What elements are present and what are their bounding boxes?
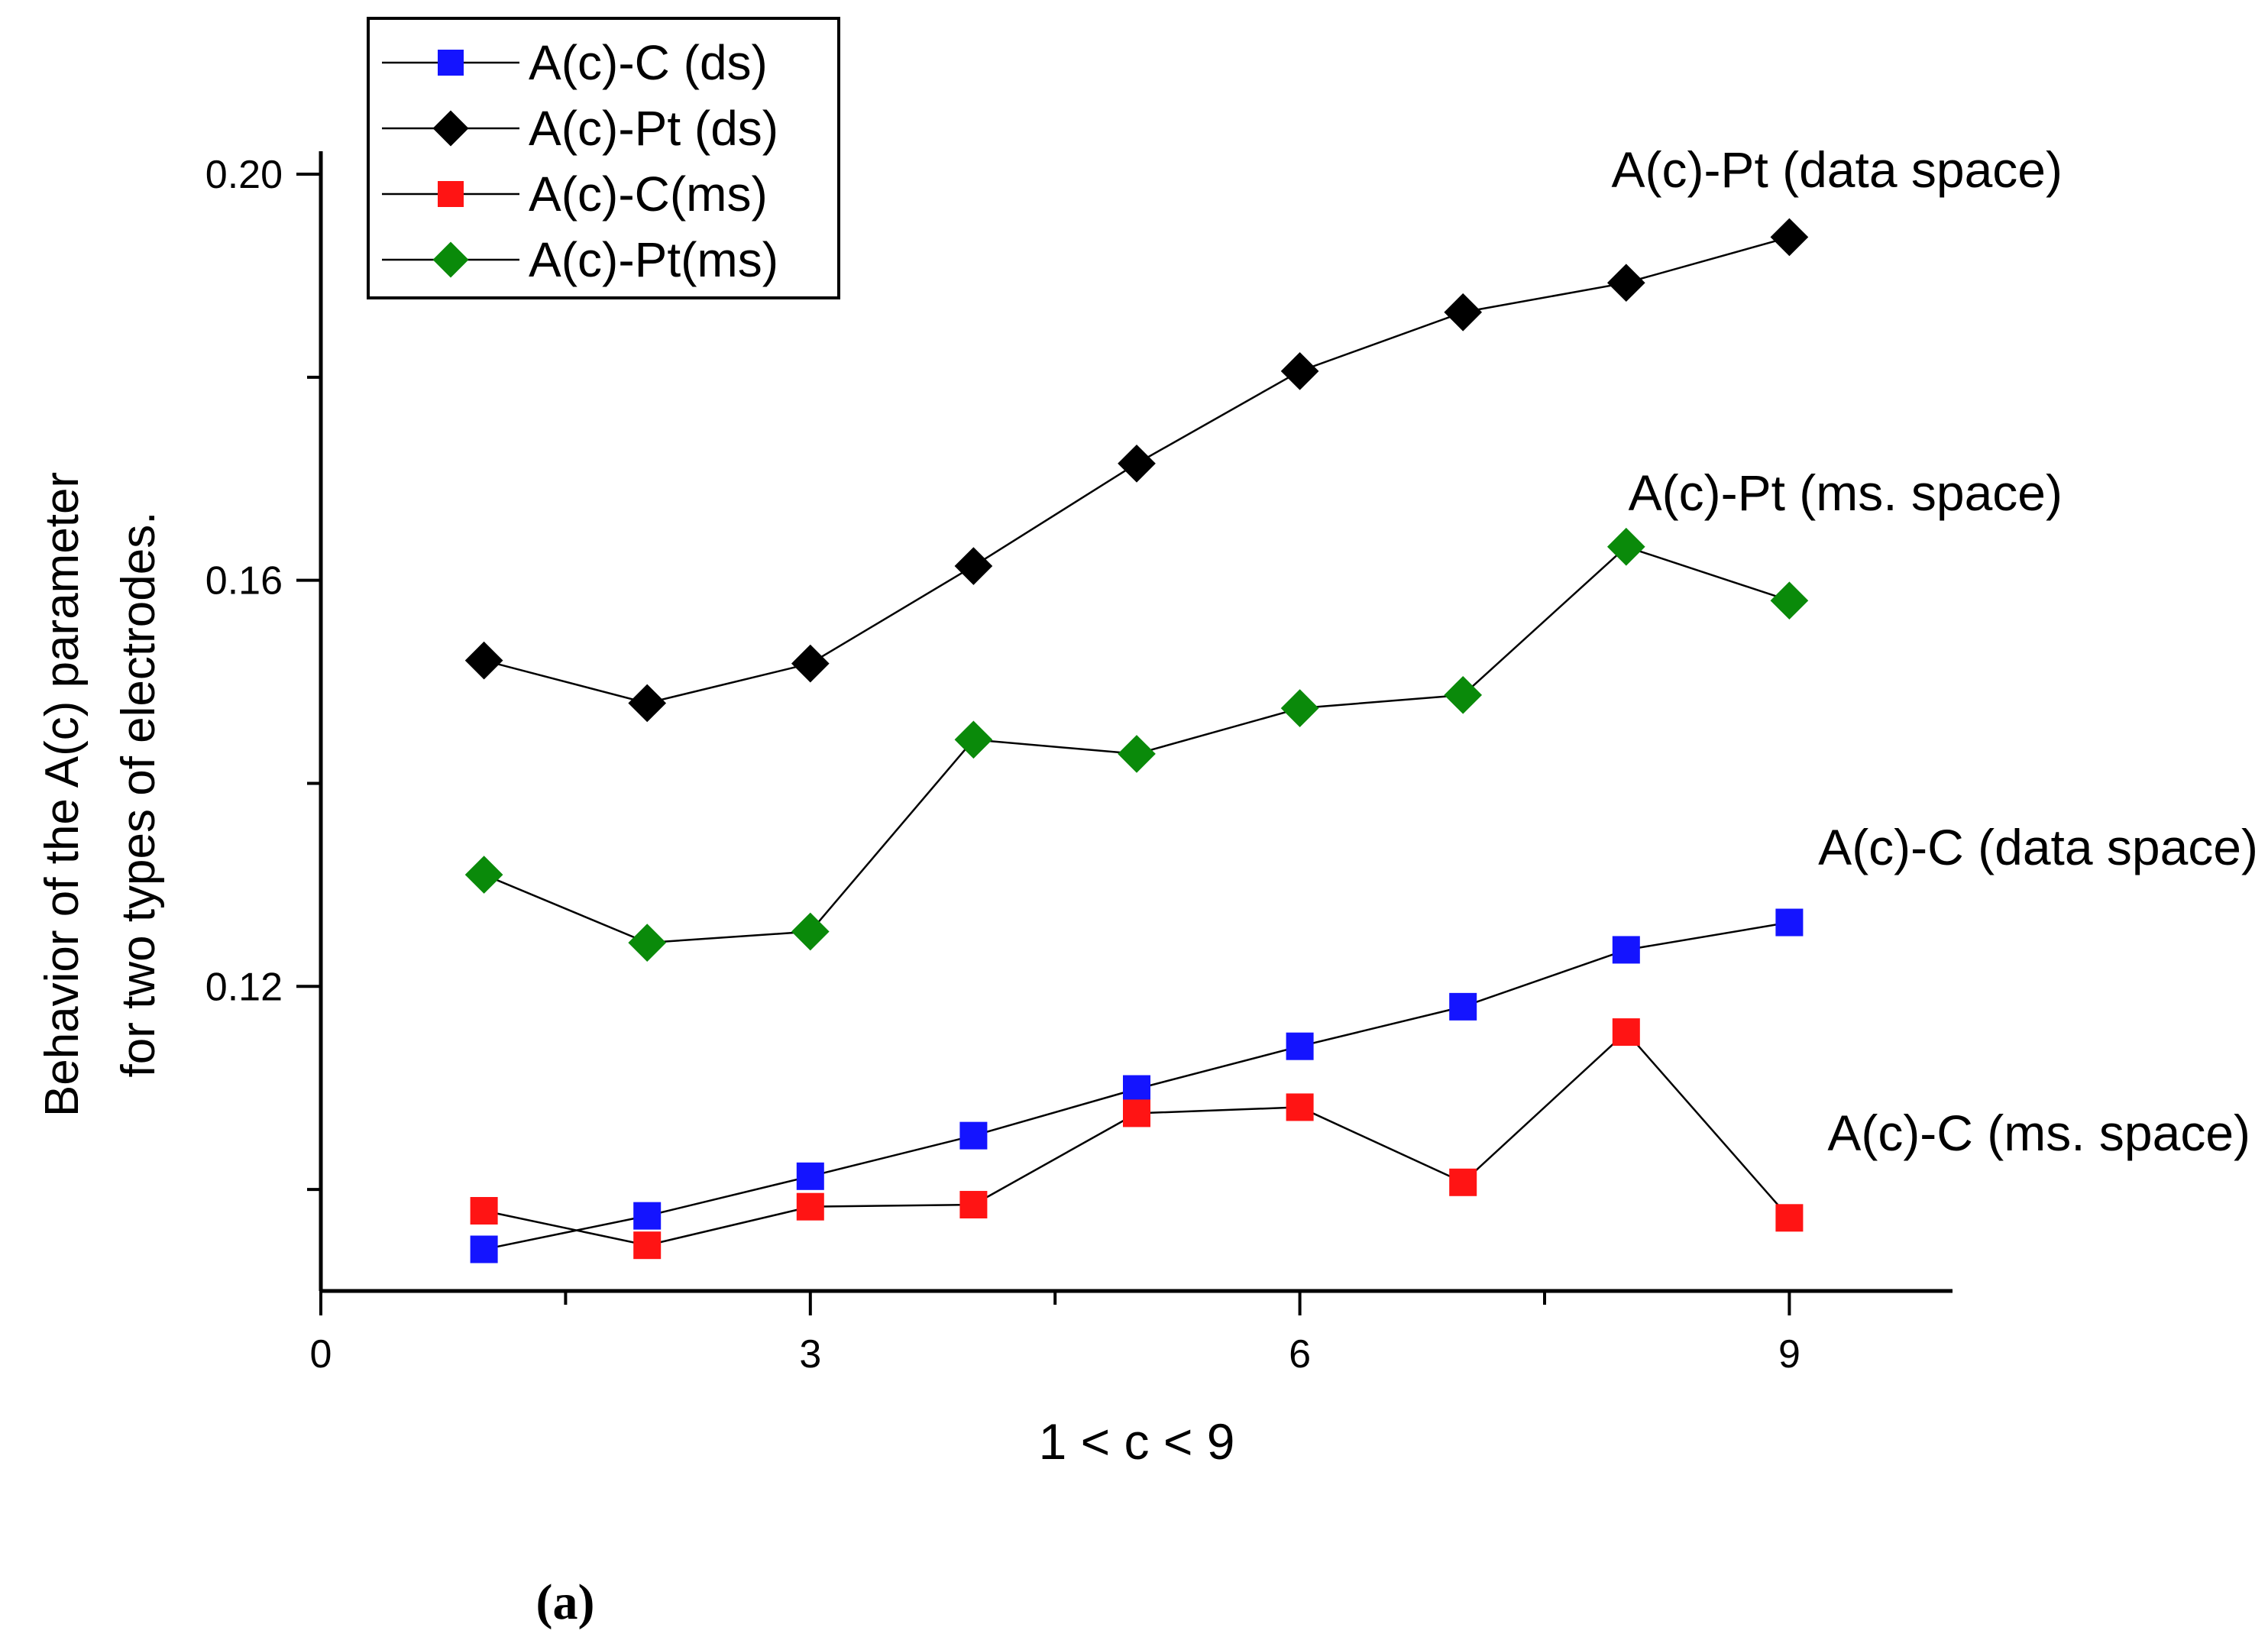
legend-label: A(c)-Pt(ms) [529, 232, 778, 287]
data-point [959, 1121, 988, 1150]
y-tick-label: 0.20 [205, 153, 283, 197]
legend: A(c)-C (ds) A(c)-Pt (ds) A(c)-C(ms) A(c)-Pt… [367, 17, 840, 299]
y-axis-label-line-2: for two types of electrodes. [112, 512, 165, 1078]
series-layer [464, 218, 1809, 1263]
data-point [1280, 689, 1319, 727]
data-point [1286, 1032, 1314, 1060]
x-tick-label: 3 [799, 1332, 821, 1377]
data-point [1444, 675, 1483, 714]
data-point [464, 856, 503, 894]
data-point [1444, 293, 1483, 332]
data-point [1775, 1204, 1804, 1232]
data-point [1770, 218, 1809, 257]
x-tick-label: 9 [1778, 1332, 1800, 1377]
series-line [484, 1030, 1791, 1247]
data-point [796, 1162, 824, 1190]
data-point [1449, 992, 1477, 1021]
legend-item: A(c)-Pt(ms) [382, 232, 778, 287]
data-point [628, 924, 667, 962]
annotation-label: A(c)-Pt (ms. space) [1629, 464, 2063, 521]
series-2 [470, 1018, 1804, 1260]
data-point [633, 1202, 662, 1230]
data-point [1118, 444, 1156, 483]
y-axis-label-line-1: Behavior of the A(c) parameter [36, 472, 89, 1117]
legend-label: A(c)-Pt (ds) [529, 101, 778, 156]
data-point [1286, 1093, 1314, 1121]
legend-marker [438, 50, 464, 76]
figure-caption: (a) [535, 1574, 595, 1630]
data-point [1770, 581, 1809, 620]
data-point [628, 684, 667, 723]
x-tick-label: 0 [310, 1332, 332, 1377]
data-point [1280, 352, 1319, 390]
legend-marker [432, 241, 469, 278]
data-point [1606, 264, 1645, 302]
legend-label: A(c)-C (ds) [529, 35, 768, 90]
x-tick-label: 6 [1289, 1332, 1311, 1377]
data-point [1606, 527, 1645, 566]
data-point [470, 1235, 498, 1263]
data-point [470, 1197, 498, 1225]
data-point [791, 644, 830, 683]
annotations: A(c)-Pt (data space) A(c)-Pt (ms. space) A… [1611, 141, 2258, 1161]
legend-item: A(c)-Pt (ds) [382, 101, 778, 156]
data-point [633, 1231, 662, 1260]
data-point [954, 720, 993, 759]
data-point [1612, 1018, 1640, 1047]
data-point [1123, 1075, 1150, 1103]
data-point [1775, 908, 1804, 937]
data-point [796, 1192, 824, 1221]
series-1 [464, 218, 1809, 723]
legend-item: A(c)-C (ds) [382, 35, 768, 90]
data-point [1118, 735, 1156, 773]
legend-label: A(c)-C(ms) [529, 167, 768, 222]
annotation-label: A(c)-C (data space) [1818, 819, 2258, 875]
series-0 [470, 908, 1804, 1263]
series-3 [464, 527, 1809, 962]
data-point [1612, 936, 1640, 964]
data-point [464, 641, 503, 680]
legend-item: A(c)-C(ms) [382, 167, 768, 222]
data-point [954, 547, 993, 585]
data-point [1449, 1168, 1477, 1196]
data-point [1123, 1099, 1150, 1128]
x-axis-label: 1 < c < 9 [1039, 1413, 1235, 1470]
annotation-label: A(c)-Pt (data space) [1611, 141, 2063, 198]
data-point [791, 912, 830, 951]
annotation-label: A(c)-C (ms. space) [1827, 1105, 2250, 1161]
y-tick-label: 0.12 [205, 965, 283, 1009]
y-tick-label: 0.16 [205, 559, 283, 603]
data-point [959, 1191, 988, 1219]
legend-marker [438, 181, 464, 207]
legend-marker [432, 110, 469, 147]
axes: 0 3 6 9 0.12 0.16 0.20 1 < c < 9 Behavior of the… [36, 151, 1953, 1470]
